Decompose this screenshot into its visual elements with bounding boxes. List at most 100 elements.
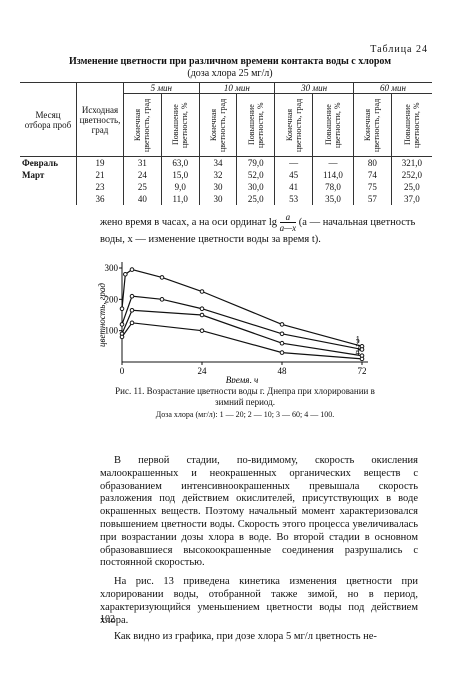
y-axis-label: цветность, град — [97, 283, 107, 347]
cell: 40 — [123, 193, 162, 205]
cell: — — [274, 156, 313, 169]
table-row: Март 21 24 15,0 32 52,0 45 114,0 74 252,0 — [20, 169, 432, 181]
cell: 25 — [123, 181, 162, 193]
curve — [121, 268, 363, 347]
point — [279, 350, 285, 355]
cell: 15,0 — [160, 169, 200, 181]
point — [199, 312, 205, 318]
point — [199, 306, 205, 312]
table-title: Изменение цветности при различном времен… — [68, 56, 392, 67]
month-cell: Февраль — [20, 157, 77, 170]
point — [159, 275, 165, 280]
sub-header: Повышение цветности, % — [160, 93, 200, 157]
table-subtitle: (доза хлора 25 мг/л) — [187, 68, 273, 79]
cell: 321,0 — [390, 156, 432, 169]
formula-num: a — [279, 212, 297, 223]
header-row: Месяц отбора проб Исходная цветность, гра… — [20, 82, 432, 157]
point — [359, 347, 365, 352]
figure: 100 200 300 0 24 48 72 Время, ч цветность, град 1… — [97, 262, 368, 383]
table-row: 36 40 11,0 30 25,0 53 35,0 57 37,0 — [20, 193, 432, 205]
cell: 30 — [198, 193, 237, 205]
group-header: 30 мин — [274, 82, 354, 94]
cell: 30,0 — [236, 181, 275, 193]
formula-den: a—x — [279, 223, 297, 233]
x-tick-label: 24 — [198, 366, 208, 376]
cell: 25,0 — [236, 193, 275, 205]
cell: 41 — [274, 181, 313, 193]
cell: 37,0 — [390, 193, 432, 205]
cell: 78,0 — [311, 181, 354, 193]
y-tick-label: 100 — [105, 326, 119, 336]
y-tick-label: 200 — [105, 294, 119, 304]
paragraph: В первой стадии, по-видимому, скорость о… — [100, 455, 418, 569]
sub-header: Конечная цветность, град — [274, 93, 313, 157]
group-header: 60 мин — [352, 82, 432, 94]
cell: 45 — [274, 169, 313, 181]
sub-header-text: Повышение цветности, % — [323, 102, 342, 148]
month-cell — [20, 193, 77, 205]
formula: a a—x — [279, 212, 297, 233]
group-header: 5 мин — [123, 82, 200, 94]
sub-header-text: Повышение цветности, % — [171, 102, 190, 148]
point — [359, 356, 365, 362]
sub-header: Повышение цветности, % — [390, 93, 432, 157]
cell: 30 — [198, 181, 237, 193]
sub-header: Конечная цветность, град — [198, 93, 237, 157]
x-tick-label: 0 — [120, 366, 125, 376]
cell: 25,0 — [390, 181, 432, 193]
sub-header: Конечная цветность, град — [123, 93, 162, 157]
cell: 53 — [274, 193, 313, 205]
page-number: 102 — [100, 614, 115, 625]
header-row: Конечная цветность, град Повышение цветно… — [20, 93, 432, 157]
cell: 31 — [123, 156, 162, 169]
cell: 23 — [76, 181, 124, 193]
point — [119, 306, 125, 312]
curve — [121, 322, 363, 360]
cell: 19 — [76, 156, 124, 169]
point — [129, 267, 135, 272]
sub-header: Конечная цветность, град — [352, 93, 392, 157]
y-tick-label: 300 — [105, 263, 119, 273]
point — [129, 293, 135, 299]
month-cell — [20, 181, 77, 193]
curve-label: 1 — [356, 334, 361, 344]
curve — [121, 295, 363, 351]
sub-header-text: Конечная цветность, град — [284, 98, 303, 152]
point — [279, 331, 285, 337]
point — [129, 320, 135, 326]
cell: 57 — [352, 193, 392, 205]
cell: 24 — [123, 169, 162, 181]
x-tick-label: 48 — [278, 366, 288, 376]
paragraph: На рис. 13 приведена кинетика изменения … — [100, 576, 418, 626]
point — [119, 334, 125, 340]
cell: 63,0 — [160, 156, 200, 169]
curve-label: 4 — [356, 347, 361, 357]
month: Февраль — [22, 158, 58, 168]
cell: 21 — [76, 169, 124, 181]
cell: 252,0 — [390, 169, 432, 181]
month: Март — [22, 170, 45, 180]
cell: 32 — [198, 169, 237, 181]
cell: 9,0 — [160, 181, 200, 193]
sub-header-text: Конечная цветность, град — [133, 98, 152, 152]
month-header: Месяц отбора проб — [20, 82, 77, 157]
curve — [121, 309, 363, 357]
paragraph: Как видно из графика, при дозе хлора 5 м… — [114, 631, 377, 643]
x-tick-label: 72 — [358, 366, 367, 376]
x-axis-label: Время, ч — [226, 375, 259, 383]
point — [123, 271, 128, 277]
table-row: Февраль 19 31 63,0 34 79,0— —80 321,0 — [20, 156, 432, 170]
curve-label: 2 — [356, 337, 361, 347]
cell: 114,0 — [311, 169, 354, 181]
body-text: В первой стадии, по-видимому, скорость о… — [100, 455, 418, 648]
cell: — — [311, 156, 354, 169]
point — [279, 322, 285, 327]
text-before: жено время в часах, а на оси ординат lg — [100, 216, 278, 228]
curve-label: 3 — [356, 344, 361, 354]
point — [199, 328, 205, 333]
cell: 52,0 — [236, 169, 275, 181]
cell: 11,0 — [160, 193, 200, 205]
cell: 75 — [352, 181, 392, 193]
sub-header: Повышение цветности, % — [311, 93, 354, 157]
point — [119, 322, 125, 327]
